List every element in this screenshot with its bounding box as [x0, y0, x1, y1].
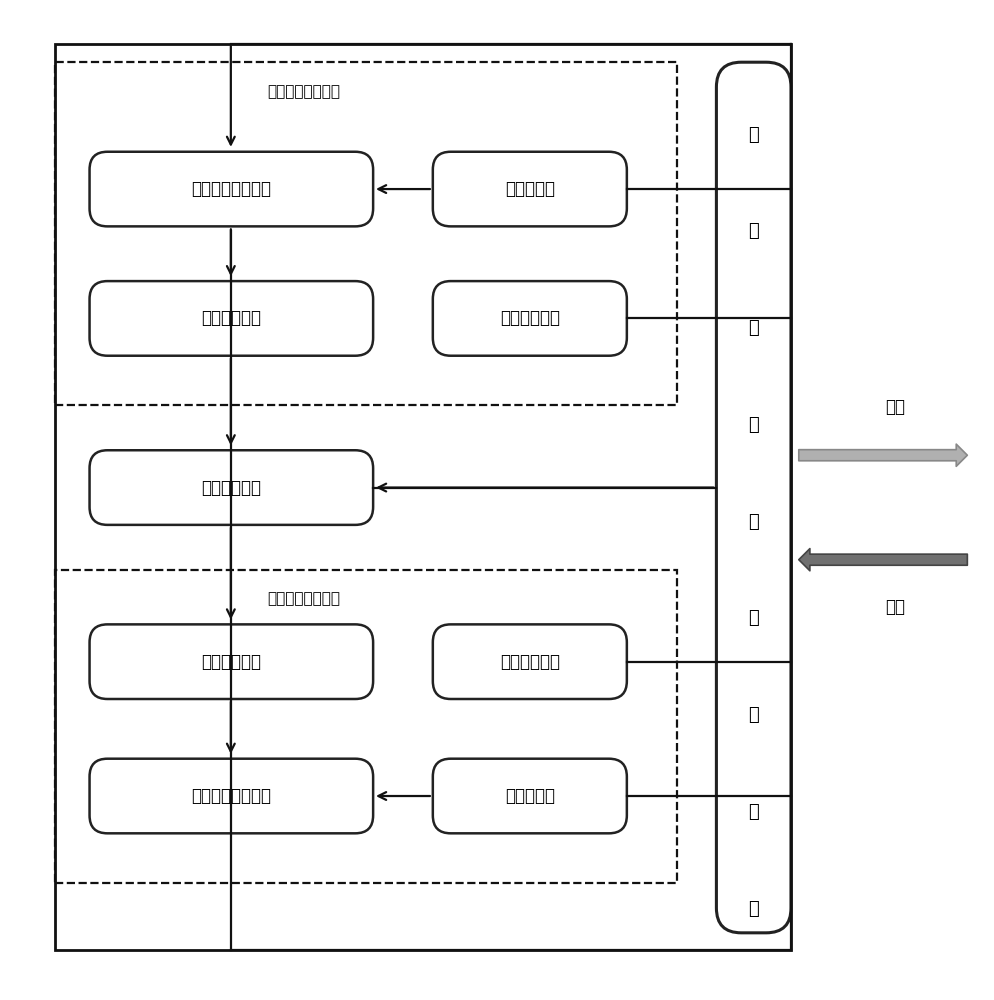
- FancyBboxPatch shape: [432, 281, 626, 356]
- FancyBboxPatch shape: [89, 281, 373, 356]
- Text: 光学成像设备: 光学成像设备: [201, 479, 261, 497]
- Text: 俯仰陀螺仪: 俯仰陀螺仪: [504, 787, 555, 805]
- Bar: [55, 62, 676, 405]
- FancyBboxPatch shape: [89, 624, 373, 699]
- Text: 数: 数: [747, 126, 758, 144]
- FancyBboxPatch shape: [716, 62, 790, 933]
- FancyBboxPatch shape: [89, 450, 373, 525]
- Text: 据: 据: [747, 222, 758, 240]
- Text: 水平角编码器: 水平角编码器: [499, 309, 560, 327]
- Text: 俯仰角编码器: 俯仰角编码器: [499, 653, 560, 671]
- Text: 指令: 指令: [885, 598, 905, 616]
- Text: 和: 和: [747, 319, 758, 337]
- Text: 令: 令: [747, 513, 758, 531]
- Text: 信: 信: [747, 706, 758, 724]
- Text: 水平伺服稳定机构: 水平伺服稳定机构: [266, 84, 340, 99]
- Bar: [55, 570, 676, 883]
- Text: 俯仰驱动机构: 俯仰驱动机构: [201, 653, 261, 671]
- FancyBboxPatch shape: [432, 759, 626, 833]
- FancyBboxPatch shape: [89, 152, 373, 226]
- FancyBboxPatch shape: [432, 152, 626, 226]
- Text: 模: 模: [747, 803, 758, 821]
- Text: 数据: 数据: [885, 398, 905, 416]
- Text: 通: 通: [747, 609, 758, 627]
- FancyBboxPatch shape: [89, 759, 373, 833]
- Text: 水平驱动机构: 水平驱动机构: [201, 309, 261, 327]
- FancyBboxPatch shape: [432, 624, 626, 699]
- Text: 俯仰伺服稳定机构: 俯仰伺服稳定机构: [266, 592, 340, 607]
- Text: 块: 块: [747, 900, 758, 918]
- Text: 水平陀螺仪: 水平陀螺仪: [504, 180, 555, 198]
- Text: 指: 指: [747, 416, 758, 434]
- Text: 水平伺服控制模块: 水平伺服控制模块: [191, 180, 271, 198]
- Text: 俯仰伺服控制模块: 俯仰伺服控制模块: [191, 787, 271, 805]
- Bar: [55, 44, 790, 950]
